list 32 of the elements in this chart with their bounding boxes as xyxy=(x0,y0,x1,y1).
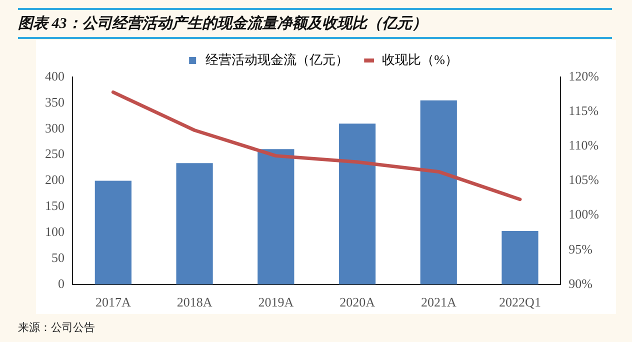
x-tick-label: 2017A xyxy=(95,294,132,310)
legend-label: 收现比（%） xyxy=(382,52,458,67)
x-tick-label: 2021A xyxy=(420,294,457,310)
x-tick-label: 2018A xyxy=(176,294,213,310)
chart-title: 图表 43：公司经营活动产生的现金流量净额及收现比（亿元） xyxy=(18,16,427,32)
bar xyxy=(176,163,213,284)
bar xyxy=(502,230,538,284)
y2-tick-label: 90% xyxy=(568,276,593,291)
bar xyxy=(258,149,294,284)
y2-tick-label: 110% xyxy=(568,138,599,153)
y-tick-label: 200 xyxy=(45,172,64,188)
x-tick-label: 2022Q1 xyxy=(499,294,541,310)
x-tick-label: 2020A xyxy=(340,294,376,310)
y-tick-label: 100 xyxy=(45,224,64,239)
y2-tick-label: 95% xyxy=(568,241,593,256)
legend-label: 经营活动现金流（亿元） xyxy=(206,52,349,67)
y2-tick-label: 105% xyxy=(568,172,600,188)
y2-tick-label: 120% xyxy=(568,68,600,84)
y-tick-label: 50 xyxy=(52,250,64,265)
bar xyxy=(94,180,132,284)
bar xyxy=(338,124,376,284)
y-tick-label: 400 xyxy=(45,68,64,84)
y-tick-label: 0 xyxy=(58,276,64,291)
y2-tick-label: 100% xyxy=(568,206,600,222)
source-note: 来源：公司公告 xyxy=(18,320,95,335)
y-tick-label: 150 xyxy=(45,198,64,214)
y-tick-label: 300 xyxy=(45,120,64,136)
x-tick-label: 2019A xyxy=(258,294,294,310)
y-tick-label: 350 xyxy=(45,94,64,110)
y-tick-label: 250 xyxy=(45,146,64,162)
y2-tick-label: 115% xyxy=(568,102,599,118)
bar xyxy=(420,100,457,284)
